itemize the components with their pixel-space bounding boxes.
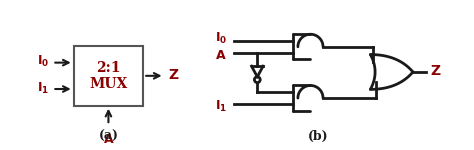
Text: (a): (a) xyxy=(99,129,118,142)
Text: (b): (b) xyxy=(308,129,328,142)
Text: $\mathbf{I_1}$: $\mathbf{I_1}$ xyxy=(215,99,227,114)
Text: $\mathbf{A}$: $\mathbf{A}$ xyxy=(215,49,227,62)
Text: $\mathbf{Z}$: $\mathbf{Z}$ xyxy=(430,64,442,78)
Text: 2:1: 2:1 xyxy=(96,61,121,75)
Text: $\mathbf{I_1}$: $\mathbf{I_1}$ xyxy=(37,81,49,96)
Text: MUX: MUX xyxy=(89,76,128,91)
Text: $\mathbf{I_0}$: $\mathbf{I_0}$ xyxy=(37,54,49,69)
Text: $\mathbf{I_0}$: $\mathbf{I_0}$ xyxy=(215,31,227,46)
Text: $\mathbf{Z}$: $\mathbf{Z}$ xyxy=(168,68,180,82)
Text: $\mathbf{A}$: $\mathbf{A}$ xyxy=(103,133,114,146)
Bar xyxy=(73,46,143,106)
